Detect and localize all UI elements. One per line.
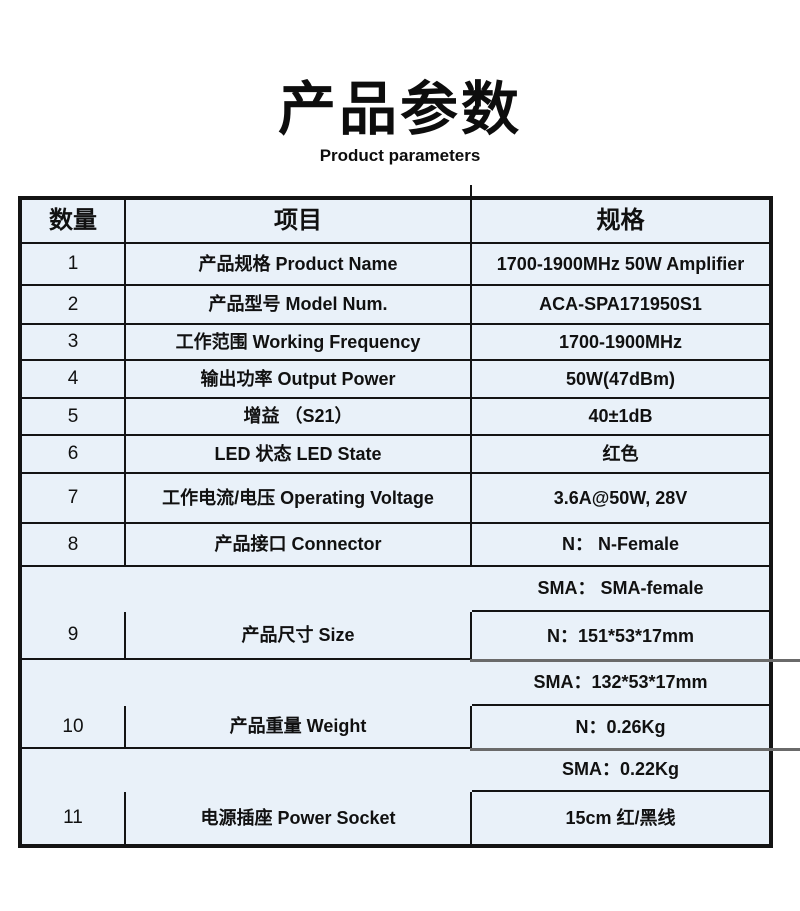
spec-subcell: SMA：132*53*17mm (472, 660, 769, 706)
spec-cell: 3.6A@50W, 28V (472, 474, 769, 524)
qty-cell: 11 (22, 792, 126, 844)
item-cell: 产品重量 Weight (126, 706, 472, 749)
qty-cell: 1 (22, 244, 126, 286)
qty-cell: 4 (22, 361, 126, 399)
qty-cell: 9 (22, 612, 126, 660)
item-cell: 产品规格 Product Name (126, 244, 472, 286)
spec-subcell: SMA：0.22Kg (472, 749, 769, 792)
spec-subcell: N：151*53*17mm (470, 612, 800, 662)
spec-subcell: N： N-Female (472, 524, 769, 567)
page-subtitle: Product parameters (319, 146, 481, 165)
qty-cell: 3 (22, 325, 126, 361)
spec-cell: ACA-SPA171950S1 (472, 286, 769, 325)
qty-cell: 5 (22, 399, 126, 436)
spec-subcell: N：0.26Kg (470, 706, 800, 751)
spec-cell: 40±1dB (472, 399, 769, 436)
item-cell: 输出功率 Output Power (126, 361, 472, 399)
item-cell: 工作电流/电压 Operating Voltage (126, 474, 472, 524)
column-divider-artifact (470, 185, 472, 198)
qty-cell: 8 (22, 524, 126, 567)
page-title: 产品参数 (277, 77, 522, 142)
product-parameters-table: 数量 项目 规格 1 产品规格 Product Name 1700-1900MH… (18, 196, 800, 848)
spec-cell: 15cm 红/黑线 (565, 807, 676, 828)
qty-cell: 10 (22, 706, 126, 749)
item-cell: 增益 （S21） (126, 399, 472, 436)
qty-cell: 2 (22, 286, 126, 325)
item-cell: LED 状态 LED State (126, 436, 472, 474)
column-header-qty: 数量 (22, 200, 126, 244)
spec-cell: 1700-1900MHz 50W Amplifier (472, 244, 769, 286)
qty-cell: 6 (22, 436, 126, 474)
spec-subcell: SMA： SMA-female (472, 567, 769, 612)
item-cell: 工作范围 Working Frequency (126, 325, 472, 361)
item-cell: 产品尺寸 Size (126, 612, 472, 660)
qty-cell: 7 (22, 474, 126, 524)
spec-cell: 50W(47dBm) (472, 361, 769, 399)
spec-cell: 1700-1900MHz (472, 325, 769, 361)
column-header-spec: 规格 (472, 200, 769, 244)
spec-cell: 红色 (472, 436, 769, 474)
item-cell: 电源插座 Power Socket (126, 792, 472, 844)
column-header-item: 项目 (126, 200, 472, 244)
item-cell: 产品接口 Connector (126, 524, 472, 567)
item-cell: 产品型号 Model Num. (126, 286, 472, 325)
